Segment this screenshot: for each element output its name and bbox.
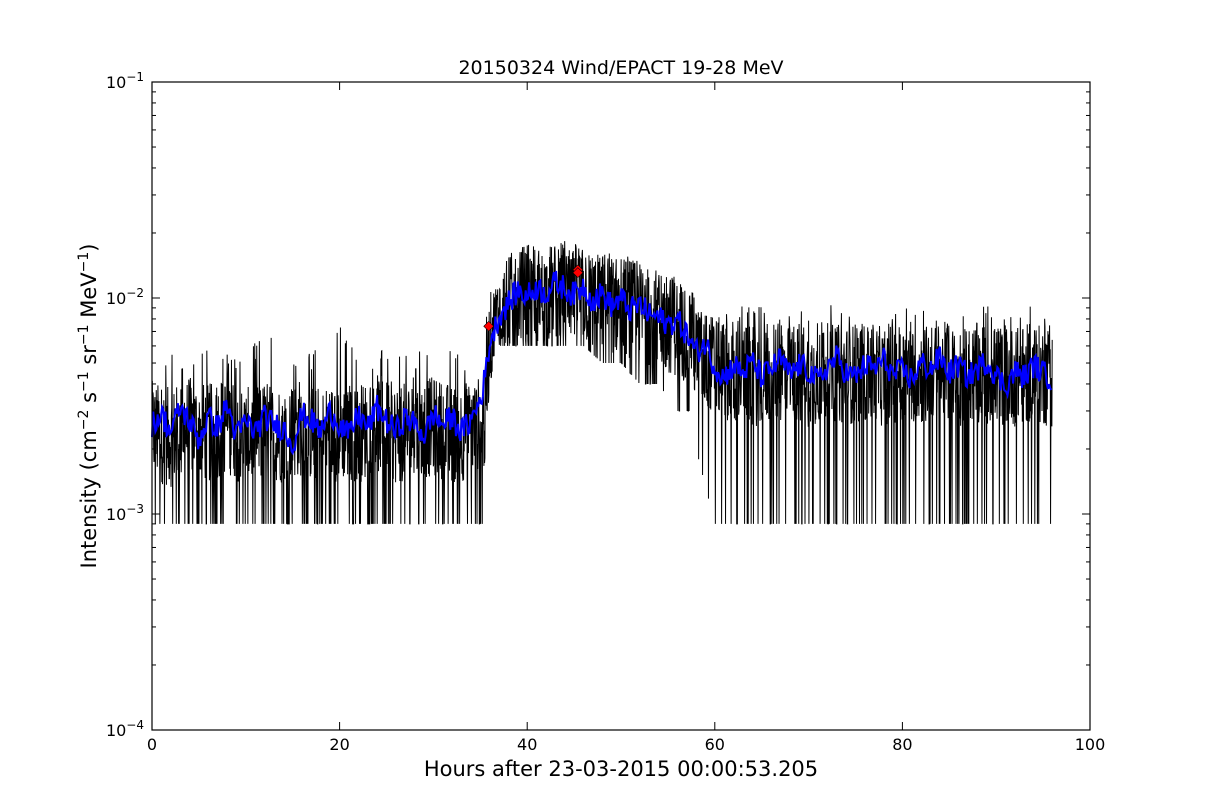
x-tick-label: 60	[705, 735, 725, 754]
x-tick-label: 0	[147, 735, 157, 754]
y-tick-label: 10−2	[106, 286, 144, 308]
x-axis: 0 20 40 60 80 100	[147, 82, 1105, 754]
ylabel-sr: sr	[77, 345, 101, 372]
marker-point	[483, 320, 495, 332]
x-tick-label: 40	[517, 735, 537, 754]
y-axis: 10−410−310−210−1	[106, 70, 1090, 740]
ylabel-exp3: −1	[76, 324, 92, 345]
raw-intensity-series	[151, 241, 1053, 525]
x-tick-label: 20	[329, 735, 349, 754]
smoothed-intensity-line	[151, 270, 1053, 456]
y-tick-base: 10	[106, 721, 126, 740]
plot-area	[151, 81, 1091, 731]
y-tick-exponent: −2	[126, 286, 144, 300]
x-axis-label: Hours after 23-03-2015 00:00:53.205	[424, 757, 818, 781]
ylabel-mev: MeV	[77, 272, 101, 325]
y-axis-label: Intensity (cm−2 s−1 sr−1 MeV−1)	[76, 243, 101, 568]
y-tick-base: 10	[106, 73, 126, 92]
ylabel-exp4: −1	[76, 252, 92, 273]
y-tick-exponent: −4	[126, 718, 144, 732]
ylabel-exp2: −1	[76, 371, 92, 392]
x-tick-label: 100	[1075, 735, 1106, 754]
y-tick-base: 10	[106, 505, 126, 524]
raw-intensity-line	[151, 241, 1053, 525]
y-tick-exponent: −1	[126, 70, 144, 84]
ylabel-prefix: Intensity (cm	[77, 430, 101, 568]
y-tick-label: 10−3	[106, 502, 144, 524]
plot-frame	[151, 81, 1091, 731]
smoothed-intensity-series	[151, 270, 1053, 456]
y-tick-label: 10−1	[106, 70, 144, 92]
x-tick-label: 80	[892, 735, 912, 754]
y-tick-exponent: −3	[126, 502, 144, 516]
marker-group	[483, 264, 584, 332]
chart-title: 20150324 Wind/EPACT 19-28 MeV	[458, 57, 783, 79]
ylabel-s: s	[77, 392, 101, 410]
ylabel-suffix: )	[77, 243, 101, 251]
ylabel-exp1: −2	[76, 410, 92, 431]
y-tick-label: 10−4	[106, 718, 144, 740]
marker-point	[572, 267, 584, 279]
y-tick-base: 10	[106, 289, 126, 308]
